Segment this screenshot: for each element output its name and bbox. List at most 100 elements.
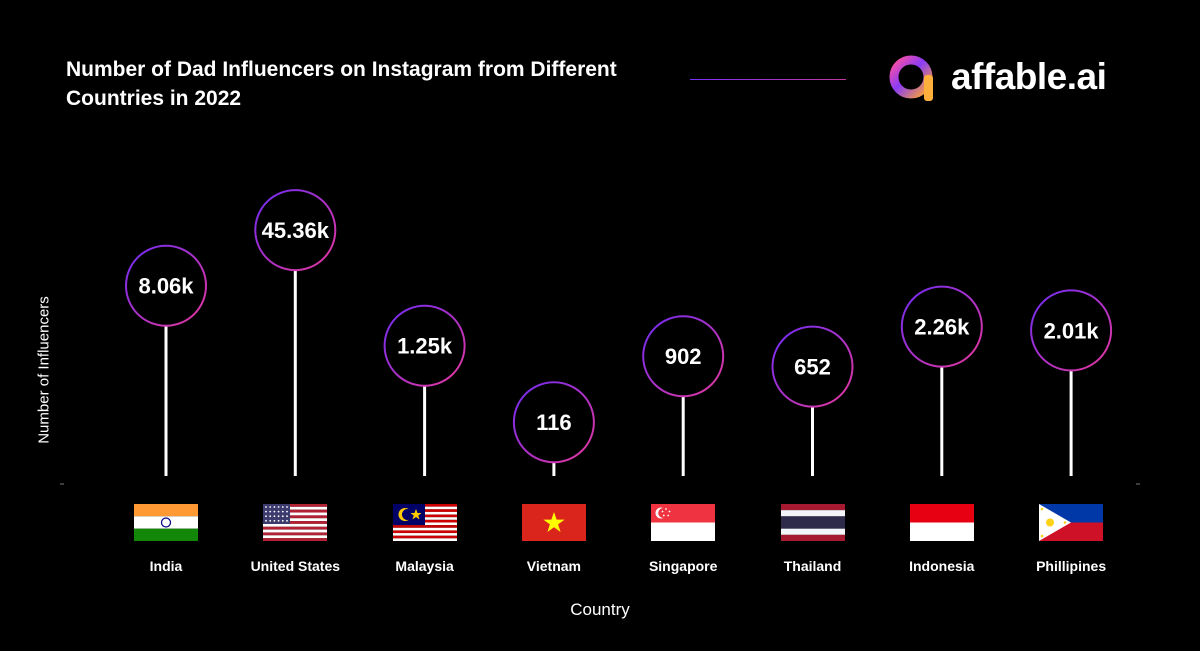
flag-star xyxy=(1040,534,1044,538)
flag-stripe xyxy=(263,529,328,533)
flag-stripe xyxy=(780,516,845,529)
flag-stripe xyxy=(263,523,328,527)
flag-star xyxy=(282,519,284,522)
value-label: 45.36k xyxy=(262,218,330,243)
lollipop-malaysia: 1.25k xyxy=(383,304,466,476)
value-circle xyxy=(125,244,207,327)
flag-stripe xyxy=(651,504,716,523)
flag-star xyxy=(269,519,272,522)
flag-canton xyxy=(263,504,291,524)
flag-star xyxy=(277,506,280,508)
value-label: 8.06k xyxy=(138,274,194,299)
us-flag-icon xyxy=(263,504,328,541)
flag-stripe xyxy=(392,535,457,539)
vietnam-flag-icon xyxy=(521,504,586,541)
value-circle xyxy=(900,285,983,368)
singapore-flag-icon xyxy=(651,504,716,541)
flag-stripe xyxy=(392,538,457,541)
y-axis-label: Number of Influencers xyxy=(35,296,53,444)
flag-chakra xyxy=(160,517,172,528)
flag-stripe xyxy=(909,522,974,541)
thailand-flag-icon xyxy=(780,504,845,541)
flag-star xyxy=(286,510,289,513)
flag-star xyxy=(282,515,284,518)
flag-star xyxy=(273,506,276,508)
flag-star xyxy=(265,506,268,508)
flag-star xyxy=(663,514,665,517)
flag-star xyxy=(273,519,276,522)
value-label: 1.25k xyxy=(397,334,453,359)
flag-stripe xyxy=(263,509,328,513)
country-label: Singapore xyxy=(648,558,718,574)
flag-stripe xyxy=(780,528,845,535)
value-label: 116 xyxy=(536,410,572,435)
lollipop-united-states: 45.36k xyxy=(254,189,337,476)
flag-star xyxy=(269,506,272,508)
flag-stripe xyxy=(263,521,328,524)
lollipop-indonesia: 2.26k xyxy=(900,285,983,476)
flag-stripe xyxy=(392,525,457,528)
flag-crescent-cut xyxy=(401,509,413,520)
flag-star xyxy=(277,515,280,518)
country-label: Thailand xyxy=(783,558,842,574)
lollipop-vietnam: 116 xyxy=(512,381,595,476)
flag-stripe xyxy=(651,522,716,541)
flag-stripe xyxy=(263,504,328,507)
flag-stripe xyxy=(392,533,457,536)
lollipop-phillipines: 2.01k xyxy=(1030,289,1113,476)
flag-star xyxy=(1063,521,1067,524)
flag-star xyxy=(277,510,280,513)
flag-sun xyxy=(1046,518,1055,527)
value-circle xyxy=(383,304,466,387)
flag-stripe xyxy=(780,510,845,517)
value-circle xyxy=(642,315,725,398)
lollipop-singapore: 902 xyxy=(642,315,725,476)
chart-title: Number of Dad Influencers on Instagram f… xyxy=(66,58,617,110)
value-label: 2.26k xyxy=(914,315,970,340)
value-circle xyxy=(1030,289,1113,372)
flag-stripe xyxy=(263,526,328,530)
x-axis-label: Country xyxy=(570,600,630,619)
flag-stripe xyxy=(134,528,198,541)
flag-stripe xyxy=(780,504,845,511)
flag-triangle xyxy=(1039,504,1072,541)
country-label: Phillipines xyxy=(1036,558,1107,574)
flag-stripe xyxy=(263,538,328,541)
flag-stripe xyxy=(909,504,974,523)
philippines-flag-icon xyxy=(1039,504,1104,541)
flag-star xyxy=(265,510,268,513)
value-circle xyxy=(771,325,854,408)
country-label: Indonesia xyxy=(909,558,975,574)
flag-star xyxy=(286,515,289,518)
lollipop-thailand: 652 xyxy=(771,325,854,476)
flag-stripe xyxy=(263,518,328,522)
flag-star xyxy=(668,510,671,513)
flag-stripe xyxy=(134,516,198,529)
country-label: Malaysia xyxy=(395,558,454,574)
india-flag-icon xyxy=(134,504,198,541)
flag-stripe xyxy=(263,512,328,516)
flag-stripe xyxy=(780,534,845,541)
brand-logo[interactable]: affable.ai xyxy=(887,50,1107,104)
flag-star xyxy=(277,519,280,522)
flag-star xyxy=(661,510,664,513)
flag-star xyxy=(543,512,565,532)
flag-star xyxy=(286,519,289,522)
flag-star xyxy=(269,510,272,513)
flag-star xyxy=(410,509,422,520)
flag-stripe xyxy=(263,535,328,539)
flag-star xyxy=(273,515,276,518)
flag-stripe xyxy=(392,527,457,531)
malaysia-flag-icon xyxy=(392,504,457,541)
title-divider xyxy=(690,79,846,80)
affable-logo-icon xyxy=(889,55,933,101)
value-label: 902 xyxy=(665,344,702,369)
indonesia-flag-icon xyxy=(909,504,974,541)
value-circle xyxy=(254,189,337,272)
flag-stripe xyxy=(134,504,198,517)
value-label: 2.01k xyxy=(1044,318,1100,343)
flag-star xyxy=(665,508,668,510)
flag-stripe xyxy=(392,530,457,534)
flag-stripe xyxy=(263,506,328,510)
flag-star xyxy=(273,510,276,513)
